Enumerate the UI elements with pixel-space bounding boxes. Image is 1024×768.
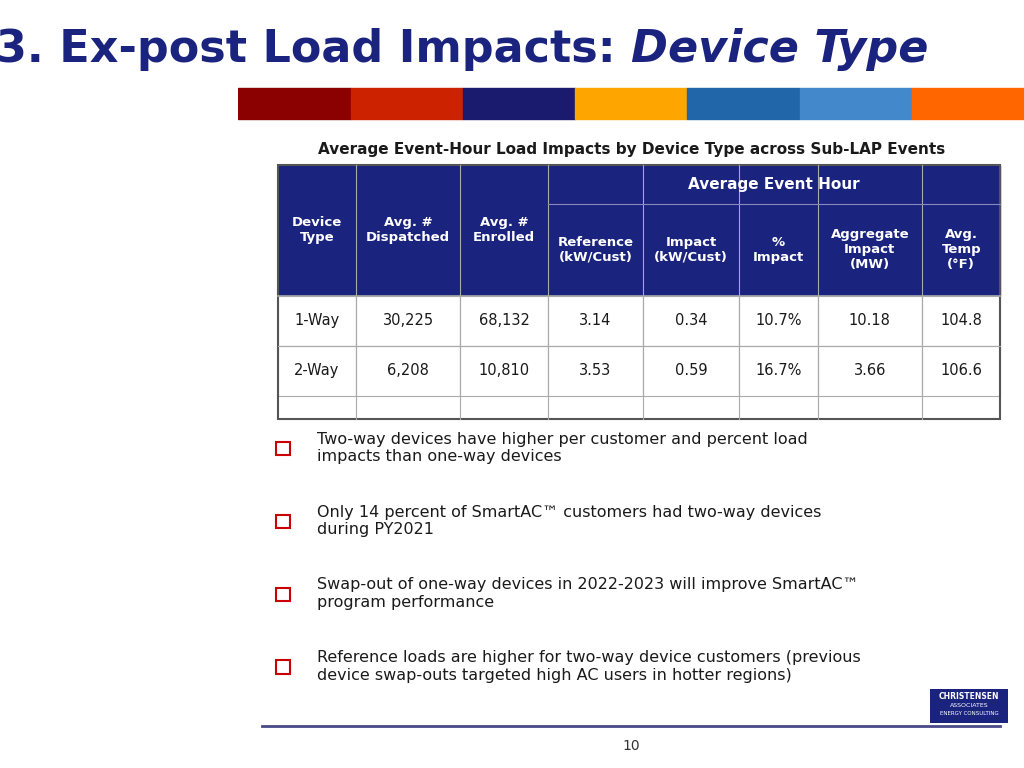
Text: Avg.
Temp
(°F): Avg. Temp (°F): [941, 228, 981, 271]
Bar: [575, 88, 687, 119]
Bar: [548, 204, 643, 296]
Bar: [817, 296, 922, 346]
Bar: [687, 88, 800, 119]
Text: Impact
(kW/Cust): Impact (kW/Cust): [654, 236, 728, 263]
Text: 30,225: 30,225: [383, 313, 434, 328]
Bar: [817, 204, 922, 296]
Bar: [356, 346, 461, 396]
Bar: [922, 165, 1000, 204]
Bar: [922, 346, 1000, 396]
Bar: [276, 442, 290, 455]
Text: 104.8: 104.8: [940, 313, 982, 328]
Bar: [548, 346, 643, 396]
Bar: [643, 346, 739, 396]
Bar: [739, 204, 817, 296]
Text: 10.18: 10.18: [849, 313, 891, 328]
Text: 6,208: 6,208: [387, 363, 429, 378]
Bar: [278, 165, 356, 296]
Bar: [278, 346, 356, 396]
Bar: [548, 296, 643, 346]
Bar: [463, 88, 575, 119]
Text: 3.66: 3.66: [854, 363, 886, 378]
Bar: [643, 204, 739, 296]
Text: Average Event Hour: Average Event Hour: [688, 177, 860, 192]
Text: 3. Ex-post Load Impacts:: 3. Ex-post Load Impacts:: [0, 28, 631, 71]
Text: Reference
(kW/Cust): Reference (kW/Cust): [557, 236, 634, 263]
Bar: [356, 165, 461, 296]
Bar: [461, 346, 548, 396]
Bar: [356, 296, 461, 346]
Bar: [922, 296, 1000, 346]
Text: Two-way devices have higher per customer and percent load
impacts than one-way d: Two-way devices have higher per customer…: [316, 432, 808, 464]
Bar: [239, 88, 350, 119]
Bar: [922, 204, 1000, 296]
Text: Swap-out of one-way devices in 2022-2023 will improve SmartAC™
program performan: Swap-out of one-way devices in 2022-2023…: [316, 578, 858, 610]
Text: 2-Way: 2-Way: [294, 363, 340, 378]
Text: ENERGY CONSULTING: ENERGY CONSULTING: [940, 711, 998, 716]
Bar: [278, 165, 1000, 419]
Bar: [739, 346, 817, 396]
Bar: [461, 296, 548, 346]
Text: Avg. #
Enrolled: Avg. # Enrolled: [473, 217, 536, 244]
Bar: [930, 689, 1009, 723]
Text: ASSOCIATES: ASSOCIATES: [949, 703, 988, 707]
Text: 0.34: 0.34: [675, 313, 708, 328]
Text: Device
Type: Device Type: [292, 217, 342, 244]
Bar: [739, 296, 817, 346]
Bar: [643, 296, 739, 346]
Bar: [643, 165, 739, 204]
Text: 3.14: 3.14: [580, 313, 611, 328]
Text: Aggregate
Impact
(MW): Aggregate Impact (MW): [830, 228, 909, 271]
Bar: [817, 165, 922, 204]
Text: 16.7%: 16.7%: [755, 363, 802, 378]
Text: %
Impact: % Impact: [753, 236, 804, 263]
Bar: [278, 296, 356, 346]
Text: Reference loads are higher for two-way device customers (previous
device swap-ou: Reference loads are higher for two-way d…: [316, 650, 860, 683]
Bar: [800, 88, 911, 119]
Text: 10: 10: [623, 740, 640, 753]
Bar: [350, 88, 463, 119]
Text: Device Type: Device Type: [631, 28, 929, 71]
Text: 1-Way: 1-Way: [294, 313, 339, 328]
Text: CHRISTENSEN: CHRISTENSEN: [939, 692, 999, 701]
Text: Only 14 percent of SmartAC™ customers had two-way devices
during PY2021: Only 14 percent of SmartAC™ customers ha…: [316, 505, 821, 537]
Text: 106.6: 106.6: [940, 363, 982, 378]
Bar: [461, 165, 548, 296]
Text: 68,132: 68,132: [478, 313, 529, 328]
Bar: [276, 515, 290, 528]
Bar: [817, 346, 922, 396]
Text: 10.7%: 10.7%: [755, 313, 802, 328]
Text: Avg. #
Dispatched: Avg. # Dispatched: [367, 217, 451, 244]
Text: Average Event-Hour Load Impacts by Device Type across Sub-LAP Events: Average Event-Hour Load Impacts by Devic…: [317, 142, 945, 157]
Bar: [739, 165, 817, 204]
Text: 3.53: 3.53: [580, 363, 611, 378]
Text: 10,810: 10,810: [478, 363, 529, 378]
Bar: [548, 165, 643, 204]
Bar: [276, 660, 290, 674]
Bar: [276, 588, 290, 601]
Text: 0.59: 0.59: [675, 363, 708, 378]
Bar: [911, 88, 1024, 119]
